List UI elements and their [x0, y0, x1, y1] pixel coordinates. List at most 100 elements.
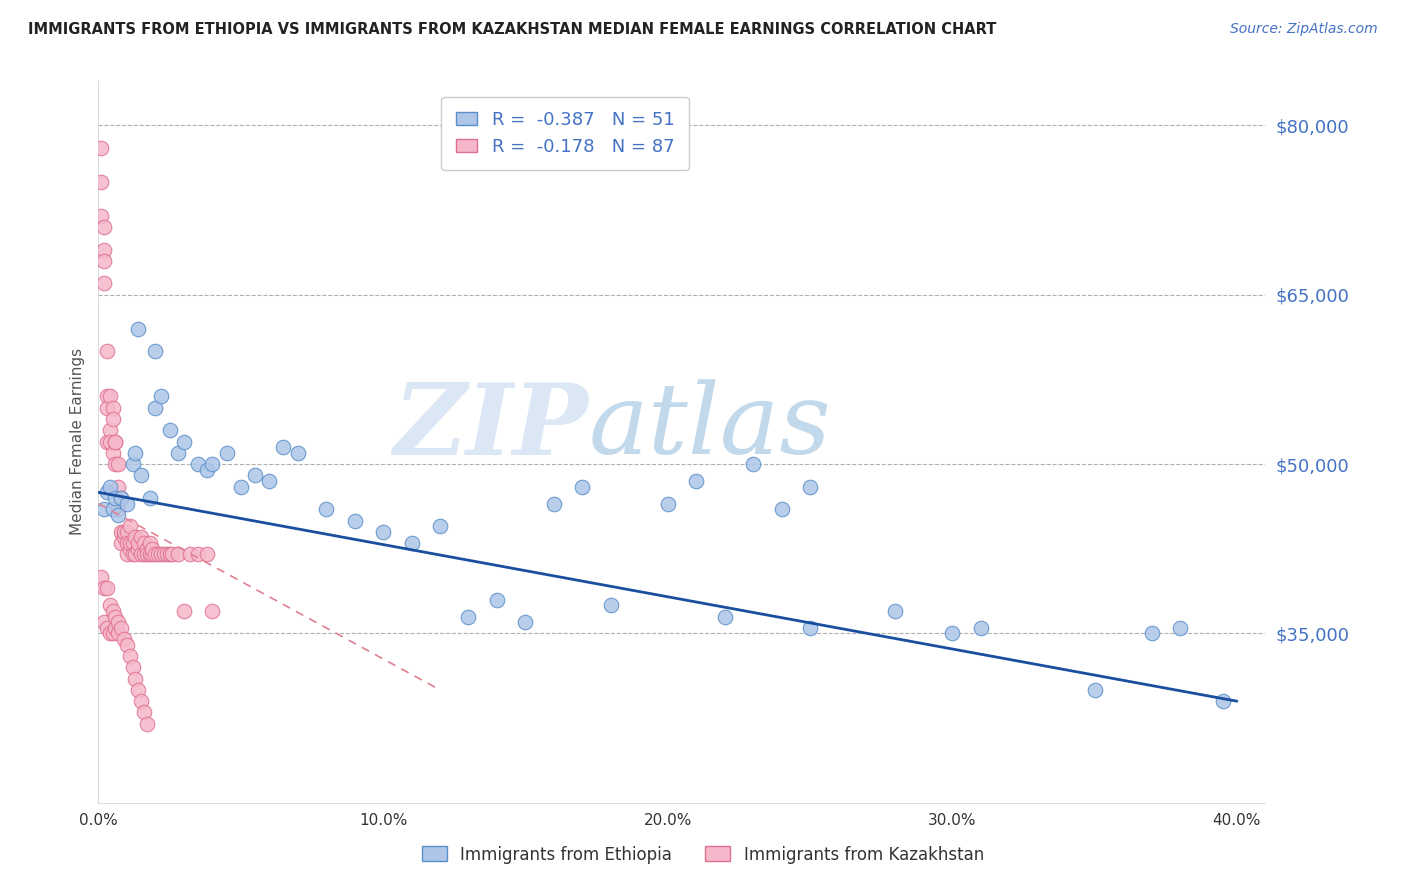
Point	[96, 344, 118, 359]
Y-axis label: Median Female Earnings: Median Female Earnings	[69, 348, 84, 535]
Point	[101, 626, 124, 640]
Point	[107, 626, 129, 640]
Legend: Immigrants from Ethiopia, Immigrants from Kazakhstan: Immigrants from Ethiopia, Immigrants fro…	[415, 839, 991, 871]
Point	[159, 548, 181, 562]
Point	[101, 412, 124, 426]
Point	[93, 243, 115, 257]
Point	[571, 480, 593, 494]
Point	[129, 548, 152, 562]
Point	[138, 548, 160, 562]
Point	[104, 491, 127, 505]
Point	[243, 468, 266, 483]
Point	[257, 474, 280, 488]
Point	[121, 660, 143, 674]
Point	[110, 491, 132, 505]
Point	[970, 621, 993, 635]
Point	[129, 468, 152, 483]
Point	[96, 434, 118, 449]
Point	[112, 524, 135, 539]
Legend: R =  -0.387   N = 51, R =  -0.178   N = 87: R = -0.387 N = 51, R = -0.178 N = 87	[441, 96, 689, 170]
Point	[215, 446, 238, 460]
Point	[104, 621, 127, 635]
Point	[121, 548, 143, 562]
Point	[107, 457, 129, 471]
Point	[98, 434, 121, 449]
Point	[129, 694, 152, 708]
Text: IMMIGRANTS FROM ETHIOPIA VS IMMIGRANTS FROM KAZAKHSTAN MEDIAN FEMALE EARNINGS CO: IMMIGRANTS FROM ETHIOPIA VS IMMIGRANTS F…	[28, 22, 997, 37]
Point	[110, 621, 132, 635]
Point	[135, 541, 157, 556]
Point	[201, 457, 224, 471]
Point	[884, 604, 907, 618]
Point	[118, 519, 141, 533]
Point	[115, 497, 138, 511]
Point	[173, 604, 195, 618]
Point	[112, 632, 135, 646]
Point	[315, 502, 337, 516]
Point	[93, 220, 115, 235]
Point	[124, 446, 146, 460]
Point	[96, 485, 118, 500]
Point	[110, 524, 132, 539]
Point	[515, 615, 537, 630]
Point	[96, 582, 118, 596]
Point	[96, 401, 118, 415]
Point	[93, 582, 115, 596]
Point	[153, 548, 176, 562]
Point	[110, 536, 132, 550]
Point	[143, 548, 166, 562]
Point	[1212, 694, 1234, 708]
Point	[98, 480, 121, 494]
Point	[195, 463, 218, 477]
Point	[141, 541, 163, 556]
Point	[138, 491, 160, 505]
Point	[138, 536, 160, 550]
Point	[121, 457, 143, 471]
Point	[101, 502, 124, 516]
Point	[179, 548, 201, 562]
Point	[287, 446, 309, 460]
Point	[96, 621, 118, 635]
Point	[685, 474, 707, 488]
Point	[124, 548, 146, 562]
Point	[159, 423, 181, 437]
Text: ZIP: ZIP	[394, 379, 589, 475]
Point	[167, 548, 190, 562]
Point	[429, 519, 451, 533]
Point	[167, 446, 190, 460]
Point	[90, 141, 112, 155]
Point	[941, 626, 963, 640]
Point	[104, 609, 127, 624]
Point	[713, 609, 735, 624]
Point	[124, 531, 146, 545]
Point	[141, 548, 163, 562]
Point	[127, 536, 149, 550]
Point	[127, 321, 149, 335]
Point	[135, 548, 157, 562]
Point	[115, 524, 138, 539]
Point	[90, 175, 112, 189]
Point	[96, 389, 118, 403]
Point	[132, 536, 155, 550]
Point	[104, 434, 127, 449]
Point	[187, 548, 209, 562]
Point	[132, 706, 155, 720]
Point	[121, 536, 143, 550]
Point	[104, 457, 127, 471]
Point	[101, 604, 124, 618]
Point	[101, 401, 124, 415]
Point	[457, 609, 479, 624]
Point	[401, 536, 423, 550]
Point	[127, 682, 149, 697]
Point	[187, 457, 209, 471]
Point	[107, 615, 129, 630]
Point	[118, 536, 141, 550]
Point	[657, 497, 679, 511]
Point	[162, 548, 184, 562]
Point	[112, 531, 135, 545]
Point	[93, 502, 115, 516]
Point	[371, 524, 394, 539]
Point	[143, 344, 166, 359]
Point	[1140, 626, 1163, 640]
Point	[143, 401, 166, 415]
